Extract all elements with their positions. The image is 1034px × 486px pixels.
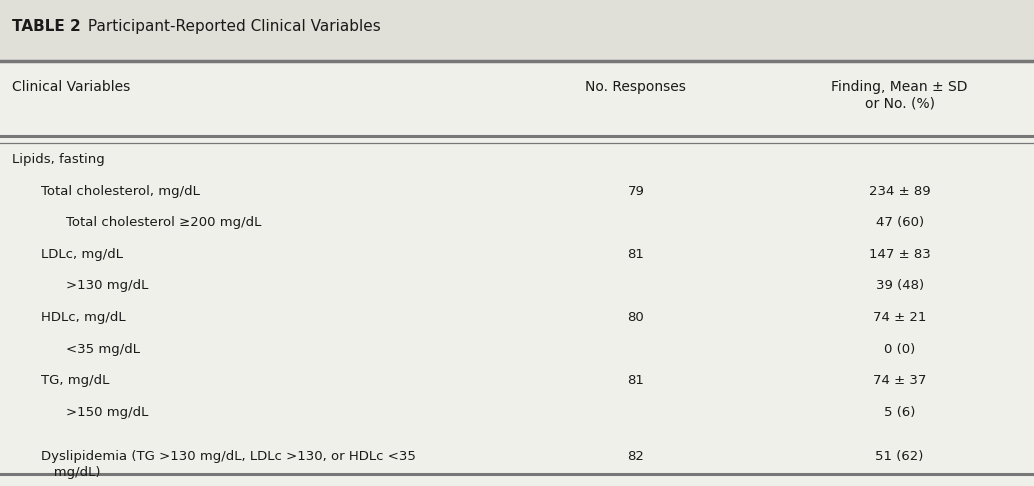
Text: HDLc, mg/dL: HDLc, mg/dL: [41, 311, 126, 324]
Text: 0 (0): 0 (0): [884, 343, 915, 356]
Text: Lipids, fasting: Lipids, fasting: [12, 153, 105, 166]
Text: >150 mg/dL: >150 mg/dL: [66, 406, 149, 419]
Text: <35 mg/dL: <35 mg/dL: [66, 343, 141, 356]
Text: 234 ± 89: 234 ± 89: [869, 185, 931, 198]
Text: TABLE 2: TABLE 2: [12, 19, 81, 34]
Text: Total cholesterol, mg/dL: Total cholesterol, mg/dL: [41, 185, 201, 198]
Text: Total cholesterol ≥200 mg/dL: Total cholesterol ≥200 mg/dL: [66, 216, 262, 229]
FancyBboxPatch shape: [0, 0, 1034, 61]
Text: 51 (62): 51 (62): [876, 450, 923, 463]
Text: 147 ± 83: 147 ± 83: [869, 248, 931, 261]
Text: 82: 82: [628, 450, 644, 463]
Text: Participant-Reported Clinical Variables: Participant-Reported Clinical Variables: [83, 19, 381, 34]
Text: 79: 79: [628, 185, 644, 198]
Text: Clinical Variables: Clinical Variables: [12, 80, 130, 94]
Text: TG, mg/dL: TG, mg/dL: [41, 374, 110, 387]
Text: 74 ± 37: 74 ± 37: [873, 374, 926, 387]
Text: 39 (48): 39 (48): [876, 279, 923, 293]
Text: 74 ± 21: 74 ± 21: [873, 311, 926, 324]
Text: 5 (6): 5 (6): [884, 406, 915, 419]
Text: >130 mg/dL: >130 mg/dL: [66, 279, 149, 293]
Text: LDLc, mg/dL: LDLc, mg/dL: [41, 248, 123, 261]
Text: 47 (60): 47 (60): [876, 216, 923, 229]
Text: 80: 80: [628, 311, 644, 324]
Text: No. Responses: No. Responses: [585, 80, 687, 94]
Text: 81: 81: [628, 248, 644, 261]
Text: 81: 81: [628, 374, 644, 387]
Text: Finding, Mean ± SD
or No. (%): Finding, Mean ± SD or No. (%): [831, 80, 968, 110]
Text: Dyslipidemia (TG >130 mg/dL, LDLc >130, or HDLc <35
   mg/dL): Dyslipidemia (TG >130 mg/dL, LDLc >130, …: [41, 450, 417, 479]
